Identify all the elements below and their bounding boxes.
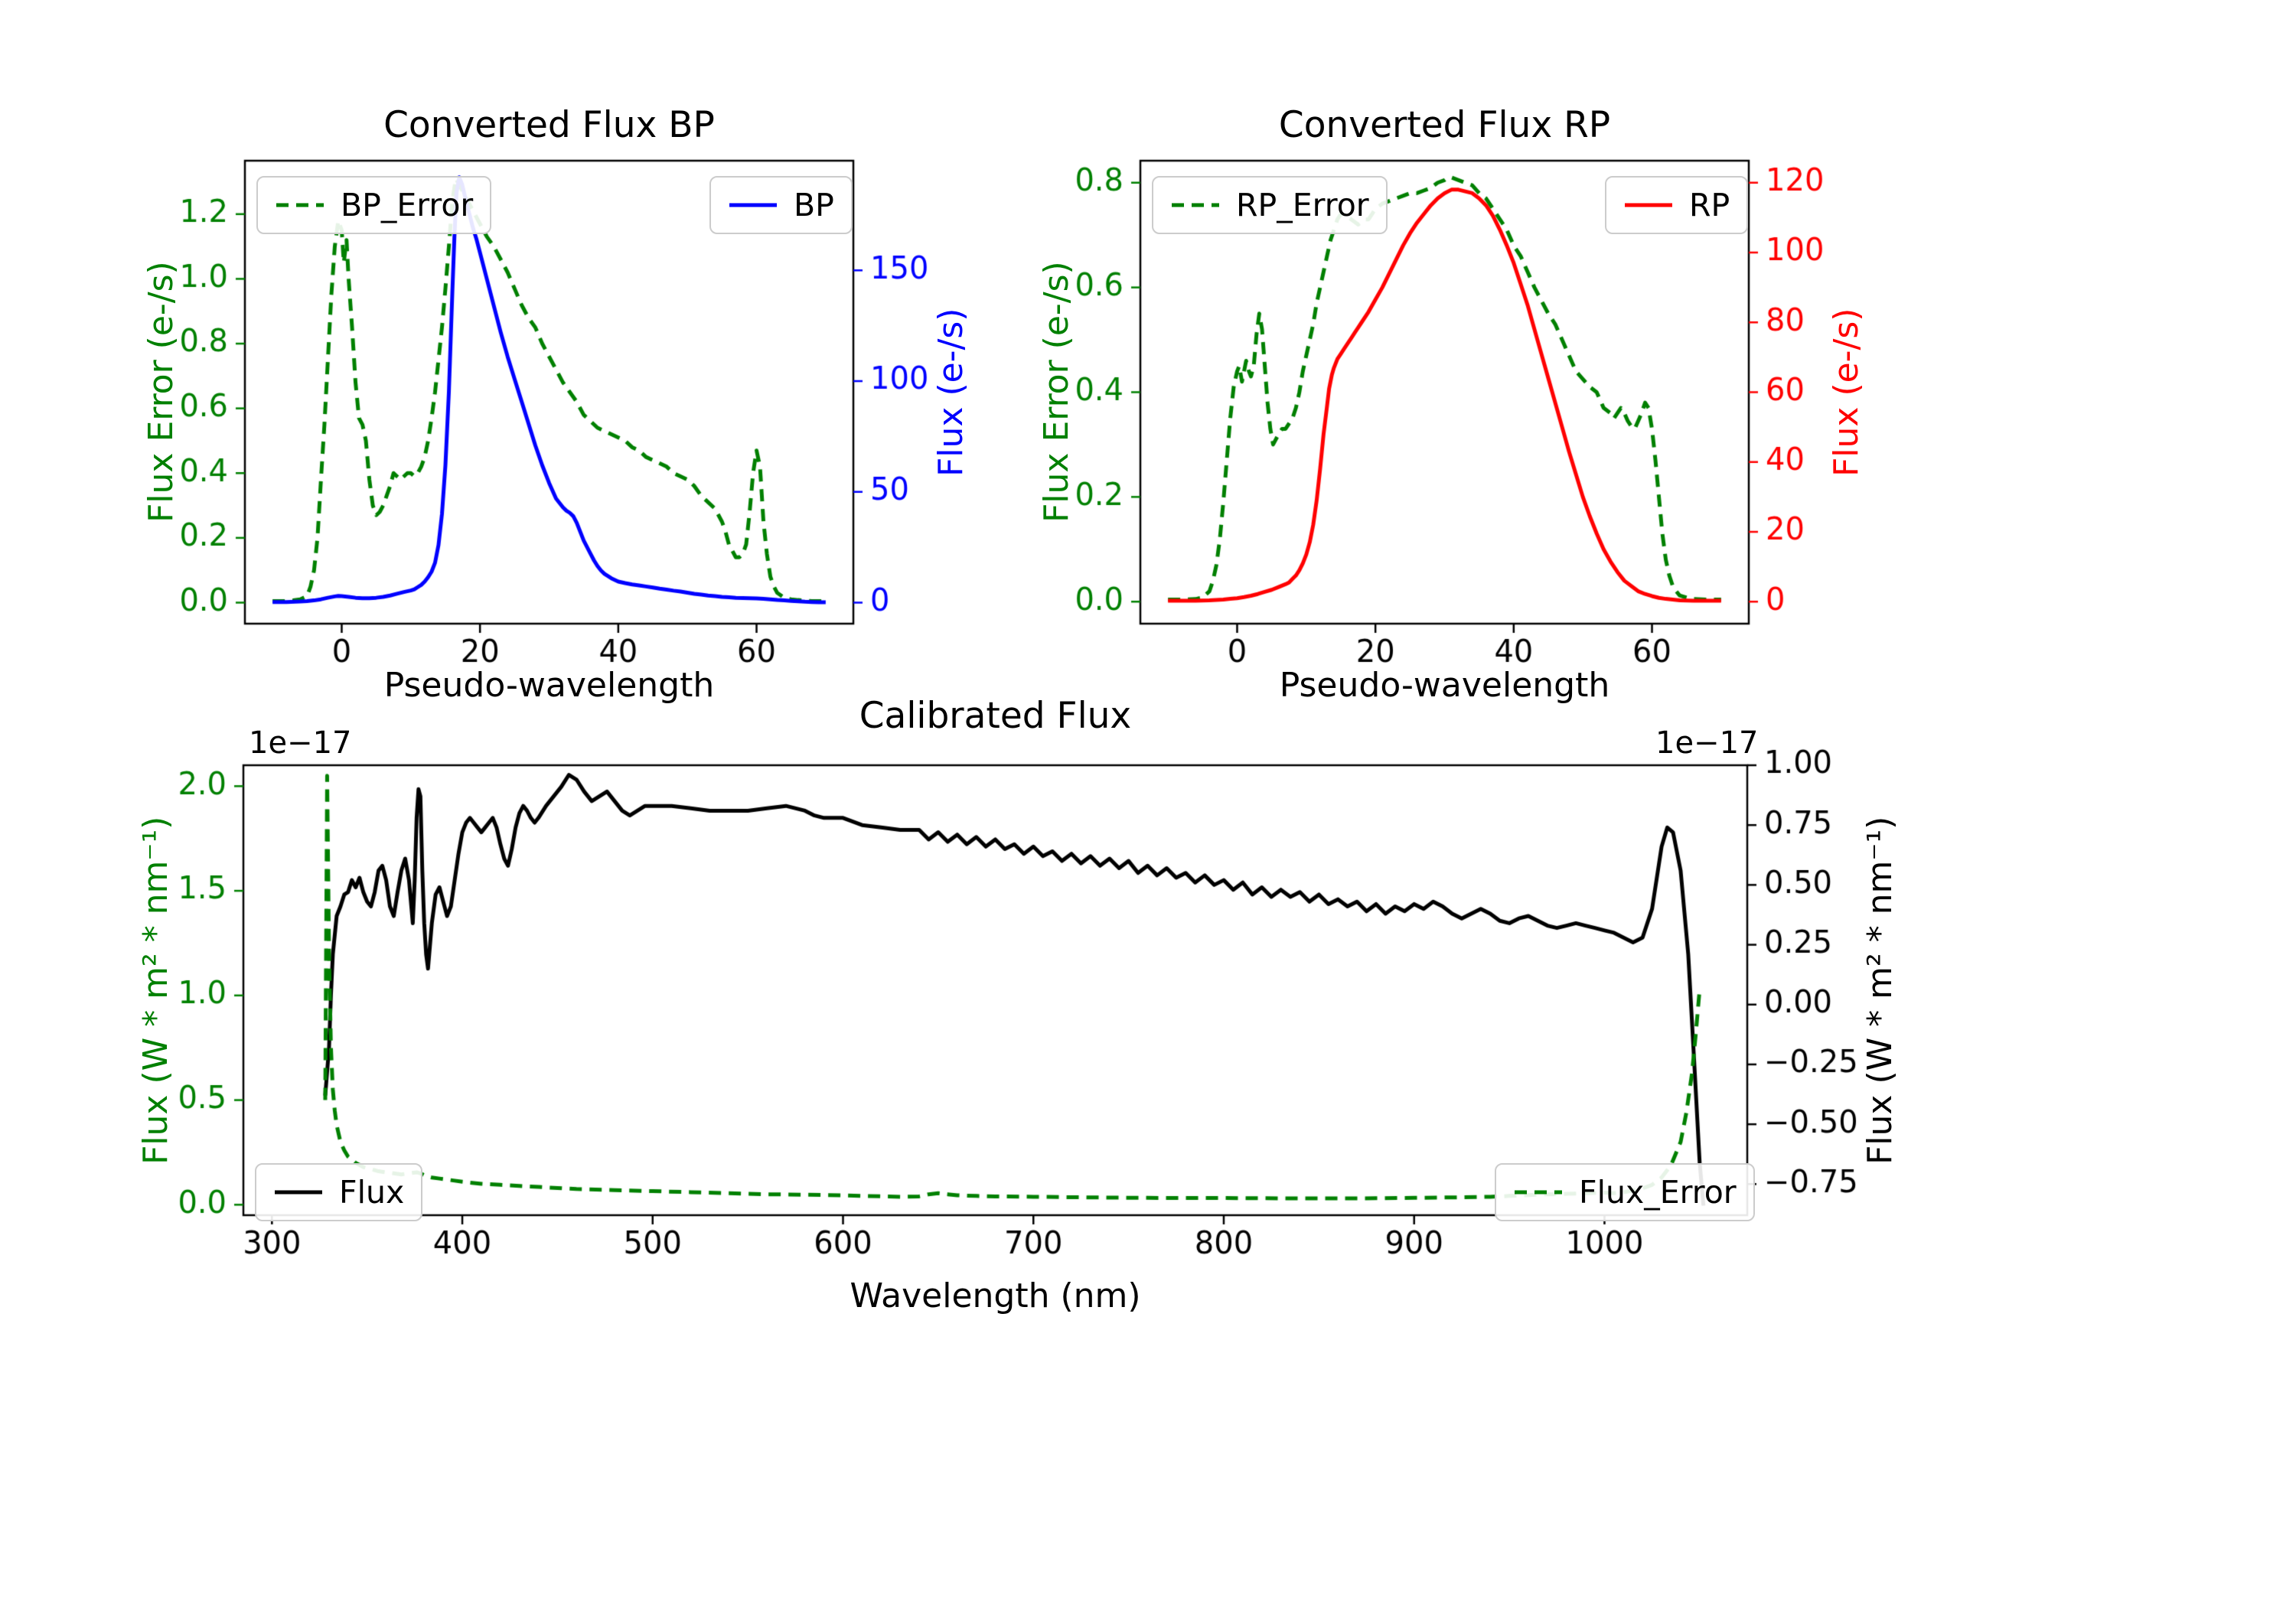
rp-chart: Converted Flux RP Flux Error (e-/s) Flux…: [1014, 99, 1894, 712]
rp-legend: RP: [1605, 176, 1749, 234]
calibrated-right-axis-label: Flux (W * m² * nm⁻¹): [1861, 816, 1900, 1165]
left-axis-offset-text: 1e−17: [249, 725, 352, 761]
rp-right-axis-label: Flux (e-/s): [1827, 308, 1866, 477]
bp-right-axis-label: Flux (e-/s): [931, 308, 970, 477]
legend-line-sample: [1625, 203, 1672, 207]
calibrated-title: Calibrated Flux: [859, 695, 1132, 737]
right-axis-offset-text: 1e−17: [1655, 725, 1759, 761]
flux-legend: Flux: [255, 1163, 423, 1221]
legend-line-sample: [1515, 1190, 1562, 1195]
bp-left-axis-label: Flux Error (e-/s): [142, 261, 181, 523]
rp-plot-canvas: [1014, 99, 1894, 712]
legend-line-sample: [275, 1190, 322, 1195]
bp-title: Converted Flux BP: [383, 104, 715, 146]
legend-label: RP: [1689, 187, 1730, 223]
legend-line-sample: [729, 203, 777, 207]
rp-title: Converted Flux RP: [1278, 104, 1611, 146]
rp-error-legend: RP_Error: [1152, 176, 1388, 234]
bp-legend: BP: [709, 176, 853, 234]
bp-error-legend: BP_Error: [256, 176, 492, 234]
bp-chart: Converted Flux BP Flux Error (e-/s) Flux…: [119, 99, 999, 712]
calibrated-left-axis-label: Flux (W * m² * nm⁻¹): [136, 816, 175, 1165]
legend-line-sample: [276, 203, 324, 207]
bp-plot-canvas: [119, 99, 999, 712]
calibrated-xaxis-label: Wavelength (nm): [850, 1276, 1141, 1315]
legend-label: Flux: [339, 1174, 405, 1211]
calibrated-plot-canvas: [117, 673, 1923, 1324]
legend-label: BP_Error: [341, 187, 474, 223]
rp-left-axis-label: Flux Error (e-/s): [1037, 261, 1076, 523]
calibrated-flux-chart: Calibrated Flux 1e−17 1e−17 Flux (W * m²…: [117, 673, 1923, 1324]
legend-label: Flux_Error: [1579, 1174, 1737, 1211]
legend-line-sample: [1172, 203, 1219, 207]
flux-error-legend: Flux_Error: [1495, 1163, 1755, 1221]
legend-label: RP_Error: [1236, 187, 1369, 223]
legend-label: BP: [794, 187, 834, 223]
